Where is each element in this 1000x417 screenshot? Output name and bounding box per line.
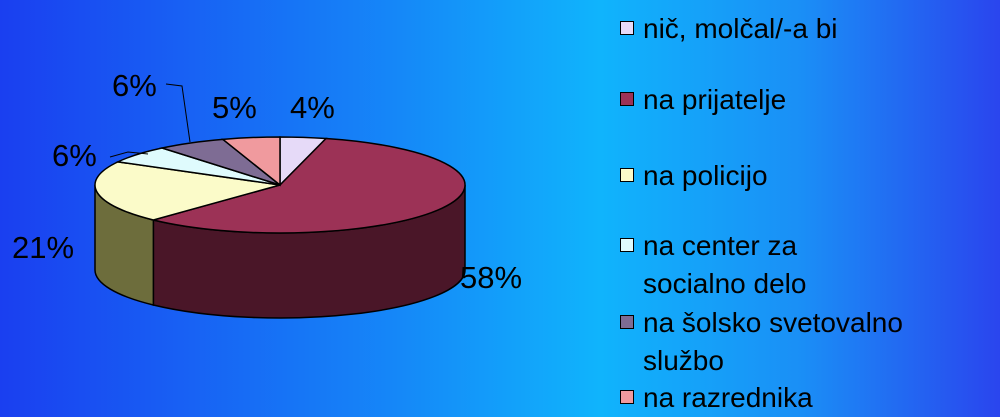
pie-value-label-5: 5% [212,90,257,125]
pie-value-label-0: 4% [290,90,335,125]
pie-tops [94,136,466,234]
legend-swatch [620,315,634,329]
legend-label: na razrednika [643,382,813,413]
legend-swatch [620,21,634,35]
legend-item-prijatelje: na prijatelje [620,81,786,119]
pie-slice-1 [150,137,466,234]
pie-value-label-2: 21% [12,230,74,265]
leader-line-3 [109,151,149,158]
legend-swatch [620,168,634,182]
pie-value-label-1: 58% [460,260,522,295]
legend-swatch [620,92,634,106]
pie-slice-2 [94,161,281,221]
legend-label: na šolsko svetovalno službo [643,307,903,376]
legend-label: na prijatelje [643,84,787,115]
pie-chart: 4% 58% 21% 6% 6% 5% [12,68,522,319]
legend-item-center: na center za socialno delo [620,227,806,303]
legend-item-nic: nič, molčal/-a bi [620,10,838,48]
leader-line-4 [165,83,191,143]
legend-item-razrednika: na razrednika [620,379,813,417]
legend-swatch [620,390,634,404]
pie-slice-5 [220,136,281,187]
pie-value-label-3: 6% [52,138,97,173]
legend-swatch [620,238,634,252]
legend-label: nič, molčal/-a bi [643,13,838,44]
legend-label: na center za socialno delo [643,230,807,299]
legend-item-svetovalno: na šolsko svetovalno službo [620,304,903,380]
legend-label: na policijo [643,160,768,191]
legend-item-policijo: na policijo [620,157,768,195]
pie-value-label-4: 6% [112,68,157,103]
